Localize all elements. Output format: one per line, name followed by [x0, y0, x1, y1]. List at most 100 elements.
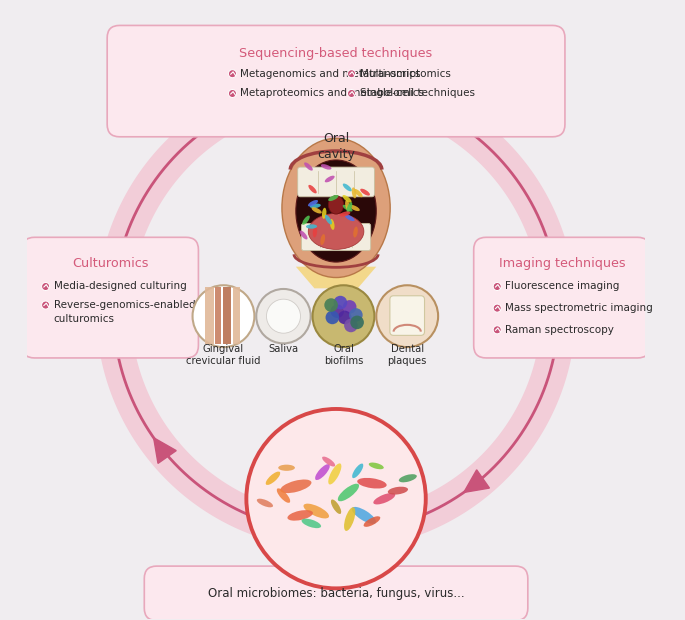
Ellipse shape: [296, 160, 376, 262]
Circle shape: [376, 285, 438, 347]
Circle shape: [324, 298, 338, 312]
Ellipse shape: [338, 484, 359, 502]
Text: Single-cell techniques: Single-cell techniques: [360, 89, 475, 99]
Text: Metaproteomics and metabolomics: Metaproteomics and metabolomics: [240, 89, 425, 99]
Ellipse shape: [321, 234, 325, 245]
Ellipse shape: [266, 472, 280, 485]
Ellipse shape: [299, 231, 308, 239]
Circle shape: [347, 69, 356, 78]
Text: Oral microbiomes: bacteria, fungus, virus...: Oral microbiomes: bacteria, fungus, viru…: [208, 587, 464, 600]
Ellipse shape: [345, 200, 350, 211]
Ellipse shape: [322, 208, 327, 219]
Text: Media-designed culturing: Media-designed culturing: [53, 281, 186, 291]
Circle shape: [42, 283, 49, 291]
Ellipse shape: [328, 195, 344, 214]
FancyBboxPatch shape: [22, 237, 199, 358]
Ellipse shape: [354, 189, 362, 197]
Ellipse shape: [304, 162, 313, 170]
Ellipse shape: [310, 203, 321, 208]
Bar: [234, 287, 240, 344]
Circle shape: [192, 285, 254, 347]
Ellipse shape: [302, 216, 310, 225]
Ellipse shape: [306, 224, 317, 229]
Polygon shape: [296, 267, 376, 288]
Text: Reverse-genomics-enabled: Reverse-genomics-enabled: [53, 300, 195, 310]
Ellipse shape: [388, 487, 408, 495]
Circle shape: [334, 296, 347, 309]
Ellipse shape: [278, 464, 295, 471]
Text: Multi-omics: Multi-omics: [360, 69, 420, 79]
Ellipse shape: [313, 226, 317, 237]
Text: culturomics: culturomics: [53, 314, 114, 324]
Circle shape: [266, 299, 301, 333]
Ellipse shape: [282, 138, 390, 278]
Bar: [215, 287, 221, 344]
Text: Metagenomics and metatranscriptomics: Metagenomics and metatranscriptomics: [240, 69, 451, 79]
Ellipse shape: [288, 510, 313, 521]
Ellipse shape: [373, 493, 395, 505]
Text: Oral
biofilms: Oral biofilms: [324, 344, 363, 366]
Ellipse shape: [342, 195, 351, 203]
Circle shape: [42, 301, 49, 309]
Ellipse shape: [257, 498, 273, 507]
FancyBboxPatch shape: [145, 566, 528, 620]
Circle shape: [350, 316, 364, 329]
Circle shape: [247, 409, 426, 588]
FancyBboxPatch shape: [298, 167, 375, 197]
Text: Gingival
crevicular fluid: Gingival crevicular fluid: [186, 344, 261, 366]
Ellipse shape: [322, 456, 335, 466]
Ellipse shape: [340, 211, 350, 216]
Ellipse shape: [360, 188, 370, 196]
Circle shape: [343, 300, 356, 314]
Ellipse shape: [331, 500, 341, 514]
Circle shape: [493, 283, 501, 291]
Ellipse shape: [330, 219, 334, 230]
Circle shape: [338, 311, 351, 324]
FancyBboxPatch shape: [390, 296, 425, 335]
Ellipse shape: [352, 187, 356, 198]
Circle shape: [256, 289, 311, 343]
Text: Mass spectrometric imaging: Mass spectrometric imaging: [506, 303, 653, 313]
Ellipse shape: [328, 463, 341, 484]
Text: Saliva: Saliva: [269, 344, 299, 354]
Ellipse shape: [364, 516, 380, 527]
Ellipse shape: [301, 519, 321, 528]
Circle shape: [312, 285, 375, 347]
FancyBboxPatch shape: [107, 25, 565, 137]
Ellipse shape: [353, 226, 358, 237]
Circle shape: [228, 89, 236, 97]
Circle shape: [330, 304, 344, 318]
Ellipse shape: [325, 175, 335, 182]
Ellipse shape: [312, 207, 322, 213]
Ellipse shape: [399, 474, 417, 482]
Ellipse shape: [321, 164, 332, 170]
Ellipse shape: [315, 464, 329, 480]
Bar: [223, 287, 231, 344]
Ellipse shape: [303, 503, 329, 518]
Ellipse shape: [342, 205, 353, 211]
Polygon shape: [153, 438, 176, 463]
Text: Sequencing-based techniques: Sequencing-based techniques: [240, 47, 433, 60]
Ellipse shape: [277, 489, 290, 503]
Polygon shape: [96, 70, 576, 550]
Ellipse shape: [352, 464, 363, 478]
Text: Dental
plaques: Dental plaques: [388, 344, 427, 366]
Ellipse shape: [345, 215, 355, 221]
Text: Raman spectroscopy: Raman spectroscopy: [506, 325, 614, 335]
Circle shape: [493, 304, 501, 312]
Text: Oral
cavity: Oral cavity: [317, 131, 355, 161]
Circle shape: [228, 69, 236, 78]
Ellipse shape: [308, 213, 364, 249]
Ellipse shape: [308, 200, 318, 206]
Ellipse shape: [352, 507, 376, 524]
Ellipse shape: [280, 479, 312, 493]
Circle shape: [493, 326, 501, 334]
Text: Imaging techniques: Imaging techniques: [499, 257, 625, 270]
Ellipse shape: [357, 478, 386, 489]
Bar: [205, 287, 214, 344]
Ellipse shape: [347, 202, 352, 213]
Polygon shape: [464, 470, 490, 492]
Ellipse shape: [344, 507, 356, 531]
Ellipse shape: [369, 463, 384, 469]
Circle shape: [349, 308, 362, 322]
